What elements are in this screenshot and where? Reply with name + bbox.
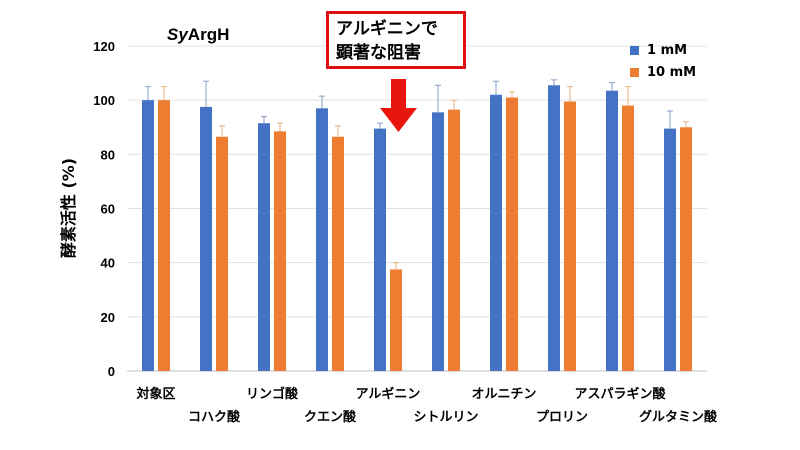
bar-10mm-8 — [622, 105, 634, 371]
legend-item-1mm: 1 mM — [630, 39, 696, 61]
x-tick-label: コハク酸 — [188, 409, 241, 425]
bar-1mm-3 — [316, 108, 328, 372]
bar-10mm-7 — [564, 101, 576, 371]
chart-title: SyArgH — [167, 25, 229, 44]
bar-10mm-5 — [448, 109, 460, 371]
bar-1mm-7 — [548, 85, 560, 371]
arrow-icon — [380, 79, 417, 132]
y-tick-label: 80 — [101, 147, 115, 162]
annotation-callout: アルギニンで 顕著な阻害 — [326, 11, 466, 69]
y-tick-labels: 0 20 40 60 80 100 120 — [93, 39, 115, 379]
bar-10mm-6 — [506, 97, 518, 371]
y-axis-label: 酵素活性 (%) — [59, 158, 78, 258]
y-tick-label: 100 — [93, 93, 115, 108]
chart-title-italic: Sy — [167, 25, 189, 44]
bar-10mm-2 — [274, 131, 286, 371]
legend-label-1mm: 1 mM — [647, 42, 688, 58]
y-tick-label: 40 — [101, 256, 115, 271]
bar-1mm-2 — [258, 123, 270, 371]
bar-1mm-9 — [664, 128, 676, 371]
bar-1mm-6 — [490, 94, 502, 371]
legend-swatch-1mm — [630, 45, 639, 55]
bar-10mm-1 — [216, 136, 228, 371]
chart-title-rest: ArgH — [188, 25, 230, 44]
x-tick-label: グルタミン酸 — [639, 409, 718, 425]
x-tick-label: アスパラギン酸 — [574, 386, 666, 402]
x-tick-label: プロリン — [536, 410, 588, 425]
grid-lines — [127, 45, 707, 372]
callout-line-1: アルギニンで — [336, 19, 438, 39]
x-tick-label: クエン酸 — [304, 409, 357, 425]
bar-10mm-3 — [332, 136, 344, 371]
bar-1mm-1 — [200, 106, 212, 371]
y-tick-label: 0 — [108, 364, 115, 379]
callout-line-2: 顕著な阻害 — [336, 43, 421, 63]
bar-1mm-8 — [606, 90, 618, 371]
y-tick-label: 60 — [101, 202, 115, 217]
bar-1mm-5 — [432, 112, 444, 372]
legend: 1 mM 10 mM — [630, 39, 696, 83]
y-tick-label: 20 — [101, 310, 115, 325]
bars — [142, 85, 692, 372]
legend-swatch-10mm — [630, 67, 639, 77]
error-bars — [145, 79, 689, 270]
x-tick-label: シトルリン — [413, 410, 478, 425]
bar-10mm-9 — [680, 127, 692, 371]
x-tick-label: アルギニン — [356, 386, 421, 402]
bar-10mm-0 — [158, 100, 170, 372]
bar-1mm-4 — [374, 128, 386, 371]
x-tick-label: オルニチン — [471, 387, 536, 402]
x-tick-label: リンゴ酸 — [246, 386, 299, 402]
legend-item-10mm: 10 mM — [630, 61, 696, 83]
bar-10mm-4 — [390, 269, 402, 371]
legend-label-10mm: 10 mM — [647, 64, 697, 80]
bar-1mm-0 — [142, 100, 154, 372]
x-tick-label: 対象区 — [135, 386, 175, 402]
y-tick-label: 120 — [93, 39, 115, 54]
